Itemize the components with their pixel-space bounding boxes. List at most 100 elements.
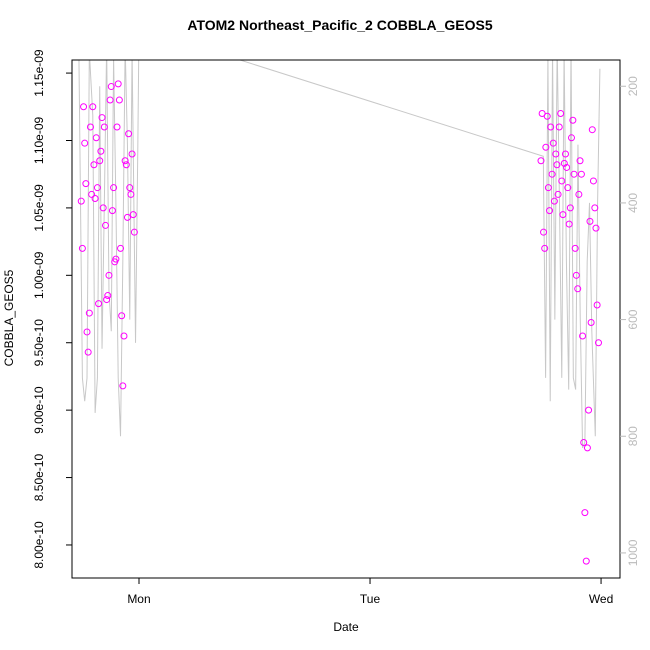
data-point	[550, 197, 558, 205]
data-point	[82, 180, 90, 188]
data-point	[110, 184, 118, 192]
data-point	[558, 177, 566, 185]
data-point	[127, 190, 135, 198]
data-point	[101, 221, 109, 229]
data-point	[560, 159, 568, 167]
data-point	[122, 161, 130, 169]
data-point	[108, 207, 116, 215]
data-point	[105, 271, 113, 279]
data-point	[78, 244, 86, 252]
data-point	[544, 184, 552, 192]
data-point	[97, 147, 105, 155]
data-point	[118, 312, 126, 320]
data-point	[117, 244, 125, 252]
pressure-line	[78, 60, 601, 449]
plot-frame	[71, 59, 621, 579]
data-point	[126, 184, 134, 192]
data-point	[106, 96, 114, 104]
y-tick-label: 1.05e-09	[32, 184, 46, 232]
point-layer	[77, 80, 603, 565]
data-point	[553, 161, 561, 169]
line-layer	[78, 60, 601, 449]
data-point	[86, 123, 94, 131]
y-tick-label: 8.50e-10	[32, 454, 46, 502]
data-point	[114, 80, 122, 88]
data-point	[567, 134, 575, 142]
data-point	[580, 439, 588, 447]
data-point	[128, 150, 136, 158]
x-tick-label: Wed	[589, 592, 613, 606]
data-point	[103, 296, 111, 304]
data-point	[77, 197, 85, 205]
data-point	[582, 557, 590, 565]
y-tick-label: 9.50e-10	[32, 319, 46, 367]
data-point	[577, 170, 585, 178]
data-point	[574, 285, 582, 293]
data-point	[95, 300, 103, 308]
y-axis-label: COBBLA_GEOS5	[2, 269, 16, 366]
data-point	[119, 382, 127, 390]
data-point	[592, 224, 600, 232]
data-point	[112, 255, 120, 263]
data-point	[555, 123, 563, 131]
data-point	[83, 328, 91, 336]
data-point	[585, 406, 593, 414]
data-point	[129, 211, 137, 219]
data-point	[546, 207, 554, 215]
x-tick-label: Tue	[360, 592, 381, 606]
data-point	[91, 194, 99, 202]
y2-tick-label: 400	[626, 193, 640, 213]
data-point	[93, 184, 101, 192]
data-point	[575, 190, 583, 198]
data-point	[541, 244, 549, 252]
data-point	[561, 150, 569, 158]
data-point	[586, 217, 594, 225]
data-point	[107, 83, 115, 91]
data-point	[569, 116, 577, 124]
data-point	[571, 244, 579, 252]
data-point	[115, 96, 123, 104]
data-point	[104, 292, 112, 300]
data-point	[92, 134, 100, 142]
data-point	[570, 170, 578, 178]
data-point	[593, 301, 601, 309]
data-point	[89, 103, 97, 111]
data-point	[537, 157, 545, 165]
data-point	[564, 184, 572, 192]
data-point	[90, 161, 98, 169]
data-point	[98, 114, 106, 122]
data-point	[113, 123, 121, 131]
data-point	[99, 204, 107, 212]
y2-tick-label: 800	[626, 426, 640, 446]
data-point	[548, 170, 556, 178]
data-point	[595, 339, 603, 347]
y2-tick-label: 200	[626, 76, 640, 96]
y2-tick-label: 1000	[626, 539, 640, 566]
data-point	[591, 204, 599, 212]
y-tick-label: 1.00e-09	[32, 251, 46, 299]
data-point	[120, 332, 128, 340]
data-point	[100, 123, 108, 131]
data-point	[589, 177, 597, 185]
chart-title: ATOM2 Northeast_Pacific_2 COBBLA_GEOS5	[187, 17, 492, 33]
data-point	[84, 348, 92, 356]
data-point	[125, 130, 133, 138]
data-point	[543, 112, 551, 120]
data-point	[557, 110, 565, 118]
data-point	[542, 143, 550, 151]
data-point	[130, 228, 138, 236]
y-tick-label: 1.15e-09	[32, 49, 46, 97]
data-point	[581, 509, 589, 517]
y-tick-label: 8.00e-10	[32, 521, 46, 569]
data-point	[576, 157, 584, 165]
x-axis-label: Date	[333, 620, 359, 634]
data-point	[579, 332, 587, 340]
data-point	[583, 444, 591, 452]
data-point	[121, 157, 129, 165]
data-point	[549, 139, 557, 147]
data-point	[80, 103, 88, 111]
y-tick-label: 1.10e-09	[32, 116, 46, 164]
data-point	[565, 220, 573, 228]
data-point	[563, 163, 571, 171]
